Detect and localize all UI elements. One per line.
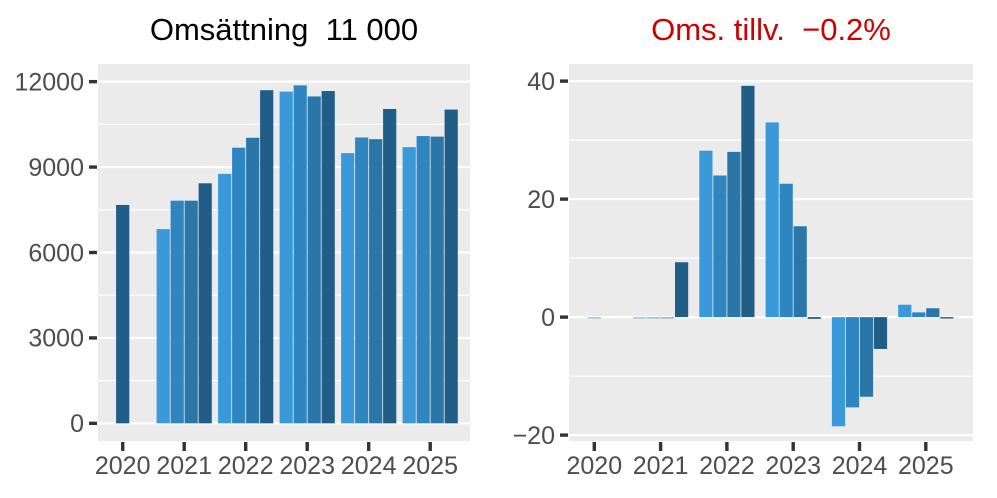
y-tick-label: −20 [513, 422, 555, 450]
bar-2021-3 [661, 317, 675, 319]
bar-2023-2 [779, 183, 793, 318]
bar-2023-3 [793, 226, 807, 318]
y-tick-label: 9000 [28, 154, 84, 182]
bar-2025-4 [940, 317, 954, 319]
bar-2025-2 [416, 136, 430, 424]
bar-2023-1 [279, 91, 293, 424]
bar-2024-1 [831, 317, 846, 427]
bar-2021-1 [633, 317, 647, 319]
bar-2023-3 [307, 96, 321, 424]
bar-2025-2 [912, 312, 926, 318]
y-tick-label: 20 [527, 186, 555, 214]
bar-2025-3 [926, 308, 940, 318]
bar-2022-4 [260, 90, 274, 424]
x-tick-label: 2020 [95, 452, 151, 480]
bar-2025-4 [444, 109, 458, 424]
bar-2021-2 [170, 200, 184, 424]
bar-2021-1 [156, 229, 170, 424]
bar-2025-1 [898, 304, 912, 318]
x-tick-label: 2020 [566, 452, 622, 480]
x-tick-label: 2023 [765, 452, 821, 480]
bar-2024-3 [859, 317, 874, 397]
bar-2025-3 [430, 136, 444, 424]
x-tick-label: 2023 [279, 452, 335, 480]
bar-2022-4 [741, 85, 755, 318]
y-tick-label: 0 [70, 410, 84, 438]
bar-2021-4 [198, 183, 212, 424]
bar-2025-1 [402, 147, 416, 424]
x-tick-label: 2021 [633, 452, 689, 480]
chart-1: −20 0 20 40 2020 2021 2022 2023 2024 2025 [513, 64, 973, 480]
bar-2024-4 [383, 108, 397, 424]
y-tick-label: 6000 [28, 239, 84, 267]
y-tick-label: 40 [527, 68, 555, 96]
bar-2024-2 [355, 137, 369, 424]
x-tick-label: 2025 [402, 452, 458, 480]
bar-2021-3 [184, 200, 198, 424]
chart-title-0: Omsättning 11 000 [149, 12, 419, 47]
bar-2024-3 [369, 139, 383, 424]
y-tick-label: 0 [541, 304, 555, 332]
bar-2023-2 [293, 85, 307, 424]
bar-2021-2 [647, 317, 661, 319]
bar-2023-4 [807, 317, 821, 319]
x-tick-label: 2024 [832, 452, 888, 480]
x-tick-label: 2024 [341, 452, 397, 480]
y-tick-label: 3000 [28, 325, 84, 353]
bar-2024-4 [873, 317, 888, 349]
bar-2022-2 [713, 175, 727, 318]
bar-2023-1 [765, 122, 779, 318]
x-tick-label: 2025 [898, 452, 954, 480]
chart-0: 0 3000 6000 9000 12000 2020 2021 2022 2023 2024 20… [14, 64, 470, 480]
x-tick-label: 2022 [699, 452, 755, 480]
bar-2021-4 [675, 262, 689, 318]
bar-2022-3 [246, 137, 260, 424]
bar-2022-1 [218, 173, 232, 424]
bar-2020-1 [116, 204, 130, 424]
chart-title-1: Oms. tillv. −0.2% [651, 12, 891, 47]
bar-2023-4 [321, 91, 335, 424]
bar-2022-2 [232, 147, 246, 424]
bar-2022-3 [727, 151, 741, 318]
bar-2024-1 [341, 153, 355, 424]
x-tick-label: 2021 [156, 452, 212, 480]
bar-2020-1 [587, 317, 601, 319]
y-tick-label: 12000 [14, 68, 84, 96]
bar-2024-2 [845, 317, 860, 408]
x-tick-label: 2022 [218, 452, 274, 480]
bar-2022-1 [699, 150, 713, 318]
